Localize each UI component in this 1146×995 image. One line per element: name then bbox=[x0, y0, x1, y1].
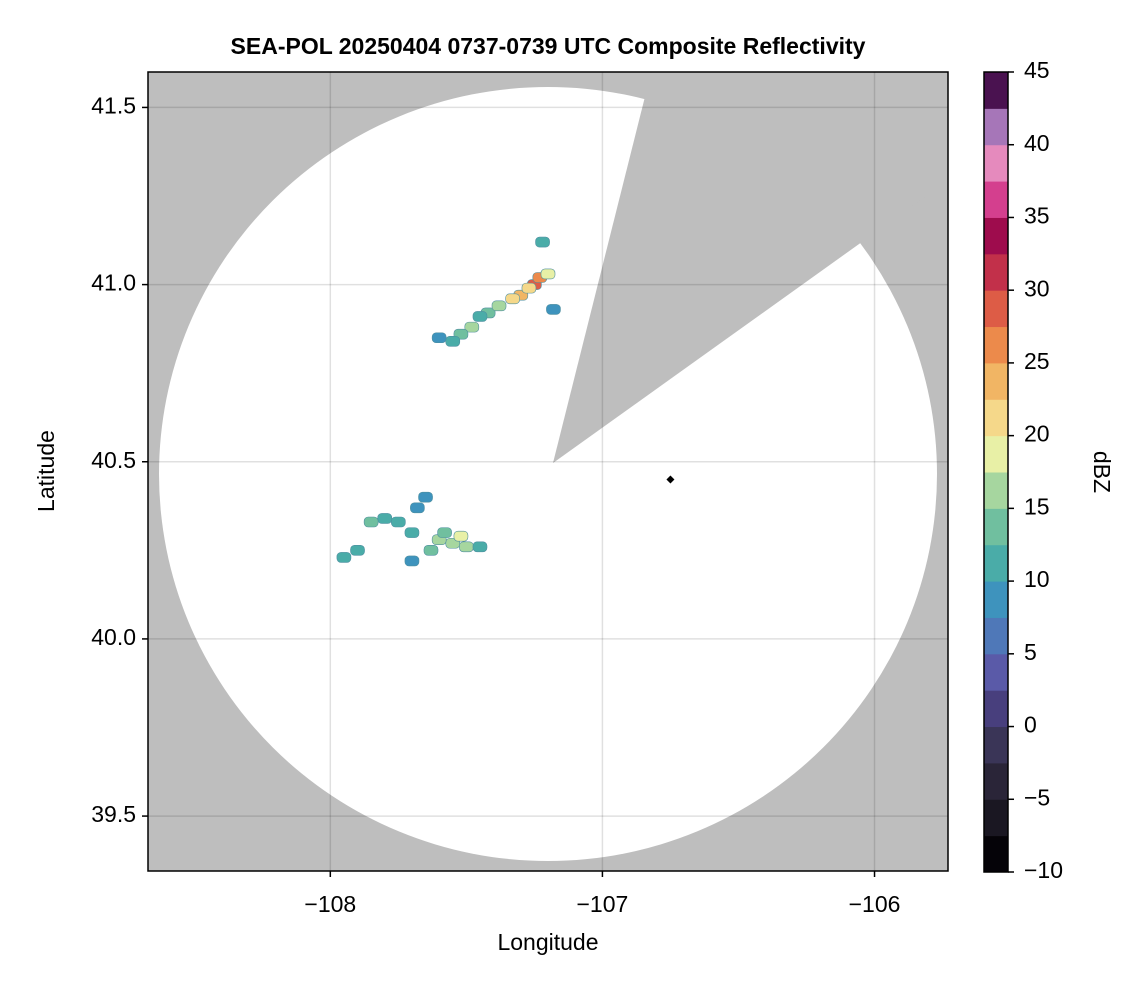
colorbar-tick-label: 40 bbox=[1024, 130, 1050, 156]
echo-cell bbox=[453, 530, 469, 542]
colorbar-band bbox=[984, 508, 1008, 546]
echo-cell bbox=[350, 545, 365, 556]
echo-cell bbox=[535, 236, 550, 248]
y-tick-label: 40.5 bbox=[91, 447, 136, 473]
plot-frame bbox=[147, 71, 949, 872]
echo-cell bbox=[363, 516, 379, 528]
colorbar-band bbox=[984, 217, 1008, 255]
colorbar-tick-label: 5 bbox=[1024, 639, 1037, 665]
colorbar-band bbox=[984, 144, 1008, 182]
colorbar-band bbox=[984, 108, 1008, 146]
echo-cell bbox=[404, 527, 420, 538]
colorbar-band bbox=[984, 544, 1008, 582]
colorbar-band bbox=[984, 72, 1008, 109]
colorbar-band bbox=[984, 835, 1008, 873]
x-tick-label: −106 bbox=[849, 891, 901, 917]
echo-cell bbox=[410, 502, 425, 514]
echo-cell bbox=[491, 300, 507, 312]
y-tick-label: 41.0 bbox=[91, 270, 136, 296]
y-axis-label: Latitude bbox=[33, 430, 59, 512]
colorbar-band bbox=[984, 726, 1008, 764]
echo-cell bbox=[464, 321, 480, 333]
x-tick-label: −107 bbox=[577, 891, 629, 917]
y-tick-label: 41.5 bbox=[91, 93, 136, 119]
echo-cell bbox=[540, 268, 556, 280]
colorbar-tick-label: 15 bbox=[1024, 493, 1050, 519]
echoes bbox=[336, 236, 675, 567]
blocked-sector bbox=[553, 72, 948, 463]
echo-cell bbox=[391, 516, 406, 528]
x-tick-label: −108 bbox=[304, 891, 356, 917]
colorbar-tick-label: 35 bbox=[1024, 203, 1050, 229]
colorbar-frame bbox=[983, 71, 1009, 873]
echo-cell bbox=[472, 541, 488, 553]
colorbar-band bbox=[984, 581, 1008, 618]
radar-site-marker bbox=[666, 475, 675, 484]
echo-cell bbox=[377, 513, 393, 524]
colorbar-tick-label: −5 bbox=[1024, 784, 1050, 810]
colorbar-tick-label: −10 bbox=[1024, 857, 1063, 883]
echo-cell bbox=[546, 304, 561, 315]
colorbar-tick-label: 25 bbox=[1024, 348, 1050, 374]
echo-cell bbox=[437, 527, 452, 538]
colorbar-tick-label: 0 bbox=[1024, 712, 1037, 738]
colorbar-band bbox=[984, 326, 1008, 364]
colorbar-band bbox=[984, 362, 1008, 400]
echo-cell bbox=[505, 293, 520, 305]
colorbar-band bbox=[984, 617, 1008, 655]
echo-cell bbox=[336, 552, 352, 563]
colorbar-band bbox=[984, 653, 1008, 691]
colorbar-band bbox=[984, 181, 1008, 218]
y-tick-label: 39.5 bbox=[91, 801, 136, 827]
colorbar-band bbox=[984, 690, 1008, 728]
y-tick-label: 40.0 bbox=[91, 624, 136, 650]
echo-cell bbox=[431, 332, 447, 344]
colorbar-band bbox=[984, 472, 1008, 509]
echo-cell bbox=[445, 335, 461, 347]
colorbar-band bbox=[984, 799, 1008, 837]
colorbar-band bbox=[984, 253, 1008, 291]
chart-title: SEA-POL 20250404 0737-0739 UTC Composite… bbox=[231, 33, 866, 59]
colorbar-band bbox=[984, 762, 1008, 800]
colorbar-band bbox=[984, 399, 1008, 437]
echo-cell bbox=[472, 311, 488, 322]
colorbar-tick-label: 20 bbox=[1024, 421, 1050, 447]
echo-cell bbox=[459, 541, 474, 553]
echo-cell bbox=[423, 545, 439, 556]
colorbar-tick-label: 10 bbox=[1024, 566, 1050, 592]
colorbar-tick-label: 45 bbox=[1024, 57, 1050, 83]
colorbar-label: dBZ bbox=[1089, 451, 1115, 493]
x-axis-label: Longitude bbox=[497, 929, 598, 955]
plot-area bbox=[148, 72, 948, 871]
echo-cell bbox=[404, 555, 420, 567]
colorbar-band bbox=[984, 435, 1008, 473]
colorbar-band bbox=[984, 290, 1008, 328]
grid bbox=[148, 72, 948, 871]
echo-cell bbox=[521, 282, 537, 294]
echo-cell bbox=[418, 491, 433, 503]
colorbar-tick-label: 30 bbox=[1024, 275, 1050, 301]
